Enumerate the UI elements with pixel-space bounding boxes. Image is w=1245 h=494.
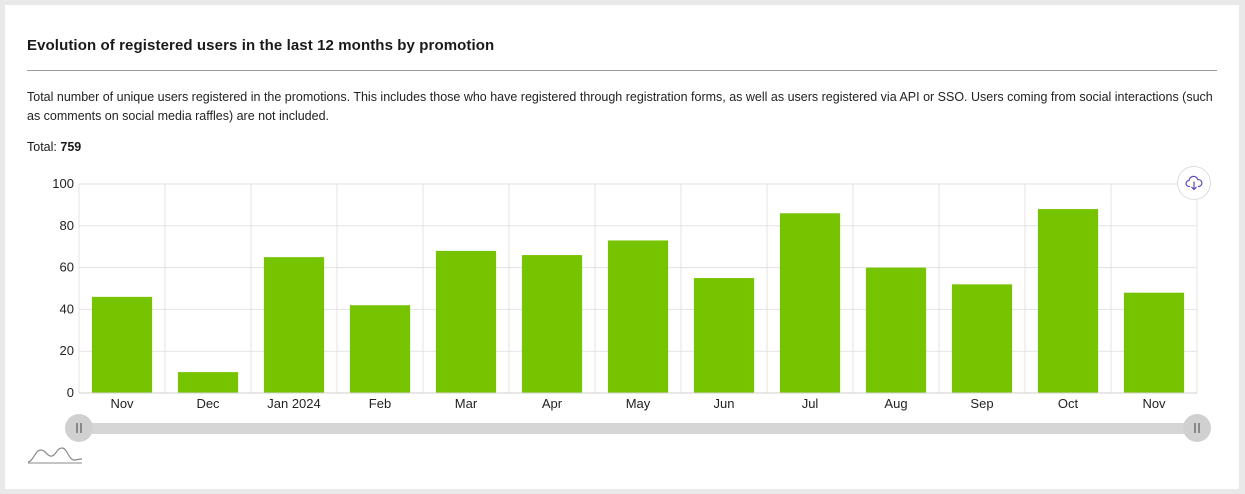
y-tick-label: 40 (60, 301, 74, 316)
range-start-grip[interactable] (65, 414, 93, 442)
card-title: Evolution of registered users in the las… (27, 37, 495, 54)
y-tick-label: 100 (52, 176, 74, 191)
cloud-download-icon (1185, 175, 1203, 191)
bar (1123, 292, 1185, 393)
range-scrollbar[interactable] (75, 423, 1193, 434)
bar (779, 213, 841, 393)
download-button[interactable] (1177, 166, 1211, 200)
x-tick-label: Aug (884, 396, 907, 411)
bar (693, 278, 755, 393)
x-tick-label: Oct (1058, 396, 1079, 411)
divider (27, 70, 1217, 71)
card-description: Total number of unique users registered … (27, 90, 1213, 123)
bar (349, 305, 411, 393)
x-tick-label: Feb (369, 396, 391, 411)
total-label: Total: (27, 140, 57, 154)
total-summary: Total: 759 (27, 140, 81, 154)
bar (263, 257, 325, 393)
mini-chart-icon (27, 447, 83, 464)
x-tick-label: May (626, 396, 651, 411)
bar (177, 372, 239, 393)
x-tick-label: Jan 2024 (267, 396, 321, 411)
y-tick-label: 80 (60, 218, 74, 233)
y-tick-label: 20 (60, 343, 74, 358)
x-tick-label: Dec (196, 396, 220, 411)
x-tick-label: Mar (455, 396, 478, 411)
x-tick-label: Nov (1142, 396, 1166, 411)
bar (1037, 209, 1099, 393)
bar (91, 296, 153, 393)
x-tick-label: Apr (542, 396, 563, 411)
x-tick-label: Nov (110, 396, 134, 411)
x-tick-label: Jul (802, 396, 819, 411)
bar (865, 267, 927, 393)
x-tick-label: Jun (714, 396, 735, 411)
bar (521, 255, 583, 393)
range-end-grip[interactable] (1183, 414, 1211, 442)
y-tick-label: 60 (60, 260, 74, 275)
bar (607, 240, 669, 393)
bar (435, 250, 497, 393)
total-value: 759 (60, 140, 82, 154)
y-tick-label: 0 (67, 385, 74, 400)
bar (951, 284, 1013, 393)
x-tick-label: Sep (970, 396, 993, 411)
